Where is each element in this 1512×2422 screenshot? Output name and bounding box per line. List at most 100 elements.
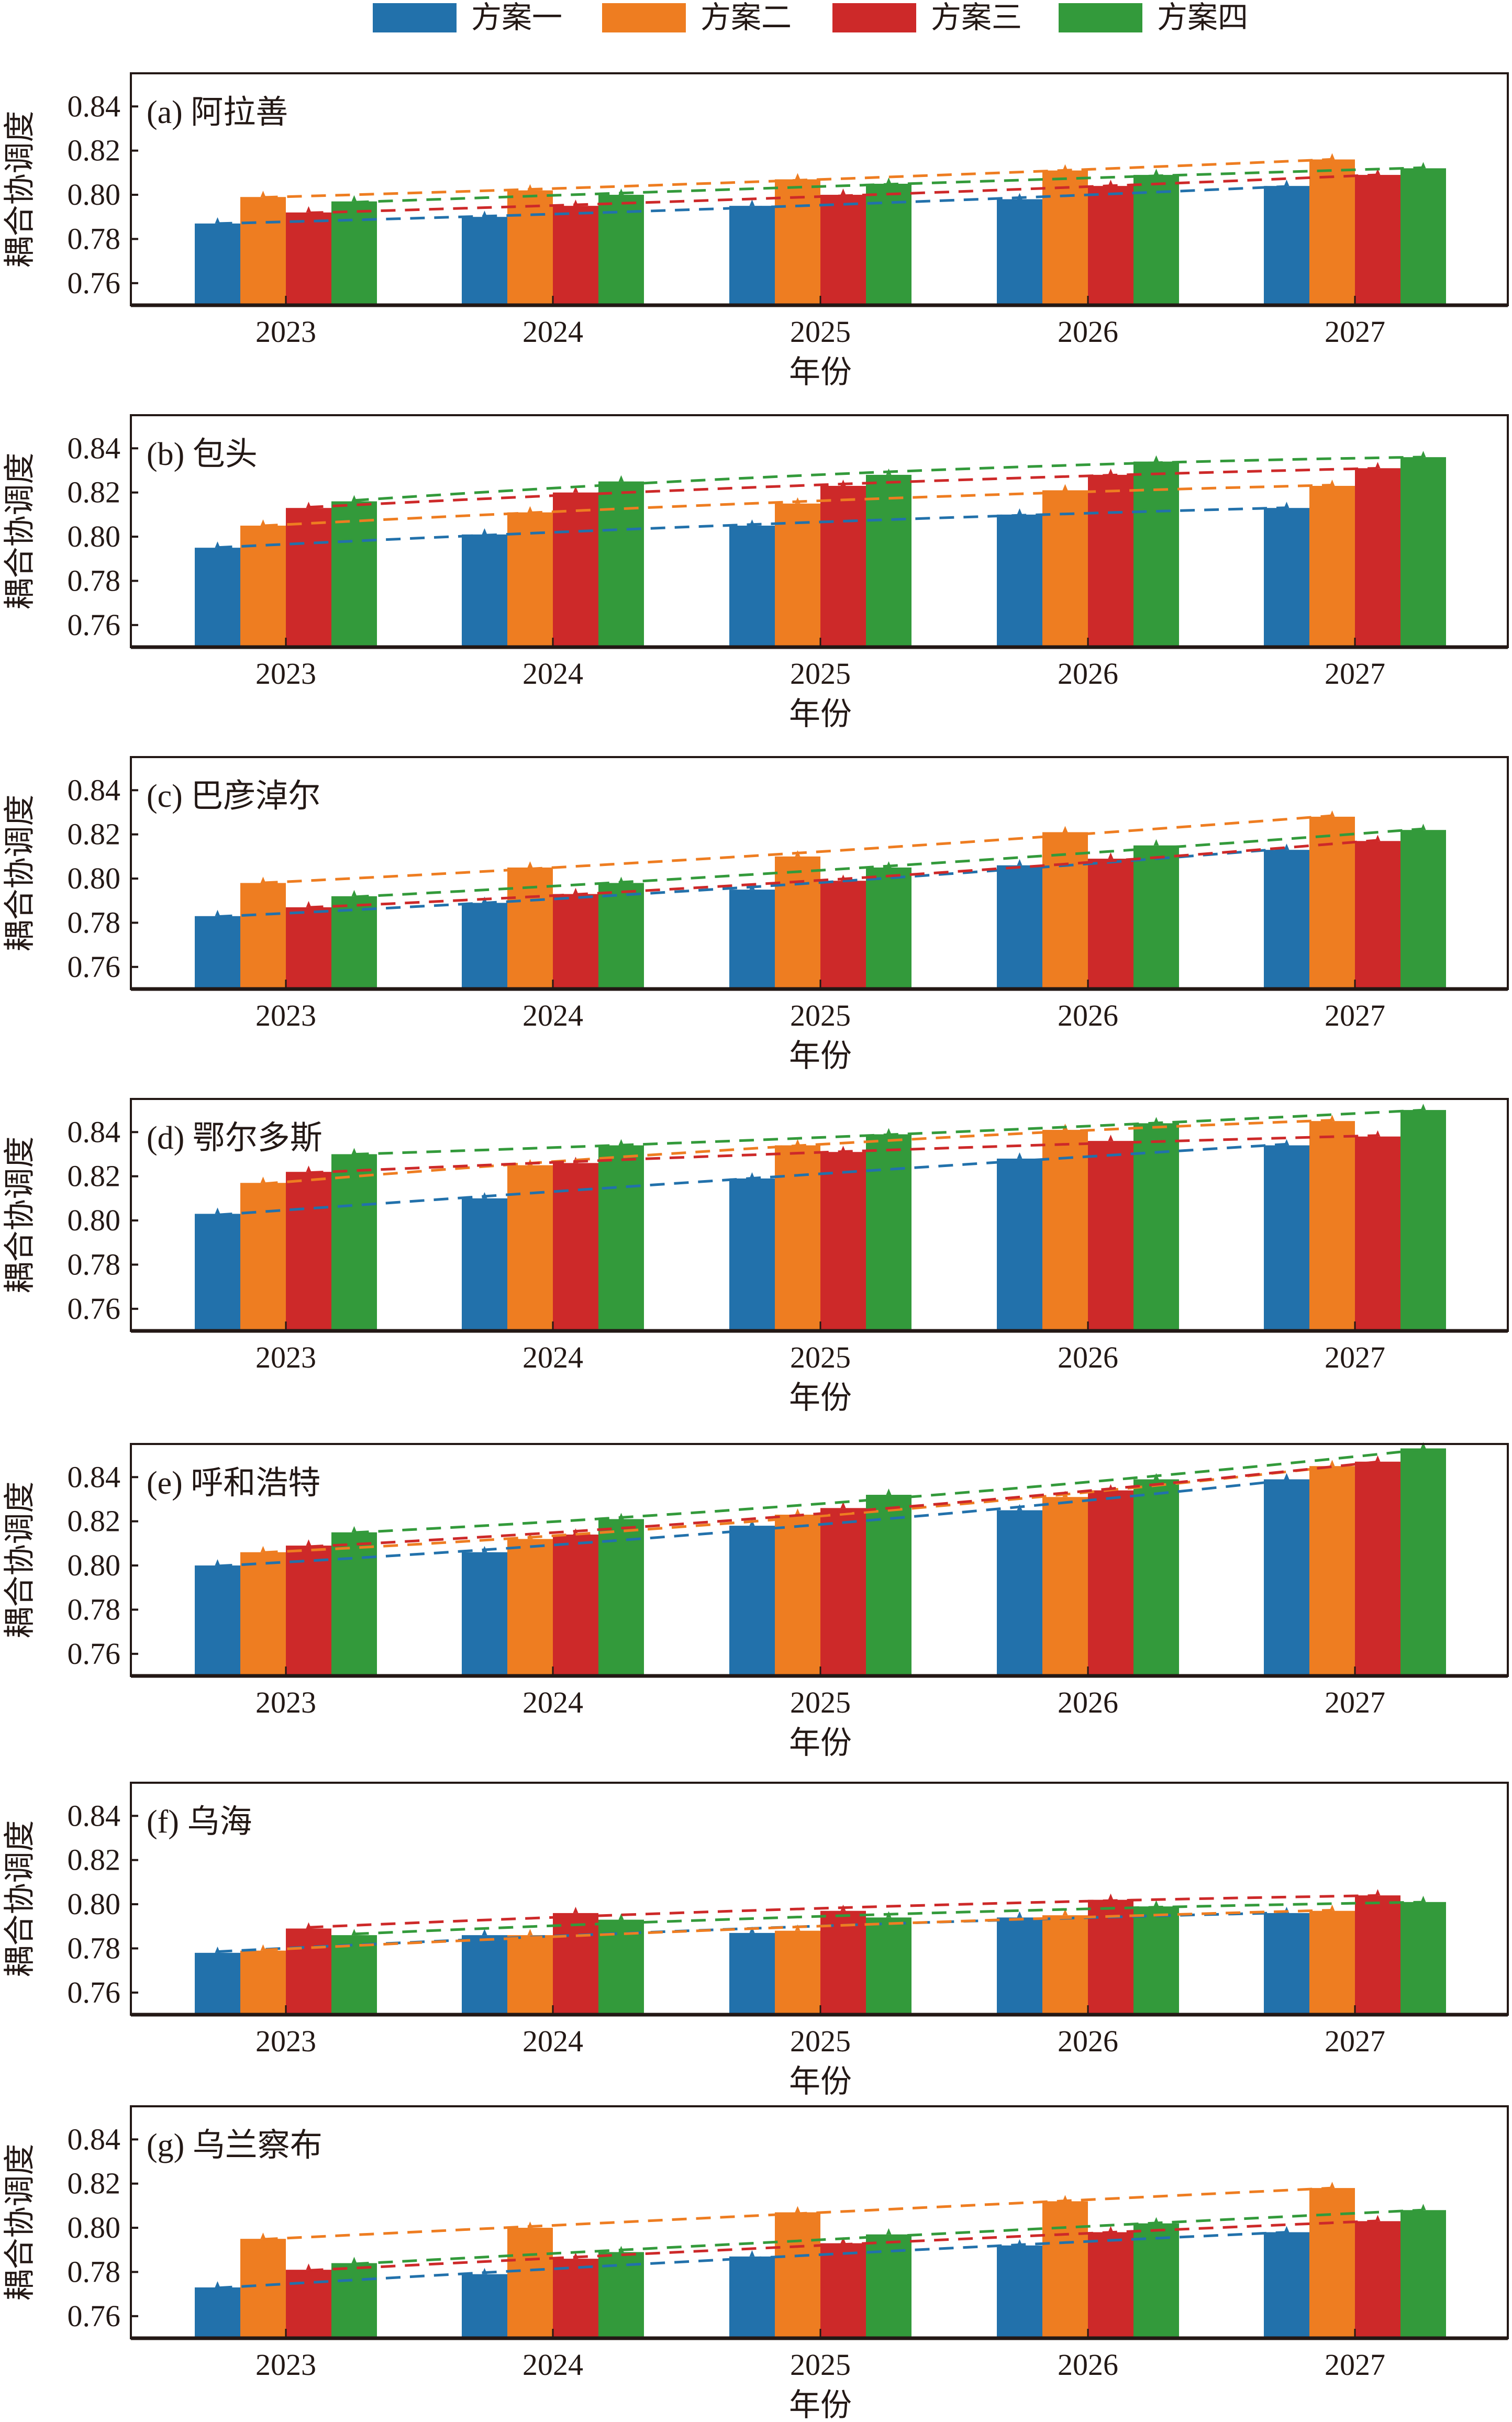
panel-e: 0.76 0.78 0.80 0.82 0.84 2023 2024 2025 2026 2027…	[3, 1442, 1509, 1760]
bar-2024-series-1	[462, 534, 507, 647]
x-axis-title: 年份	[789, 355, 852, 390]
y-tick-label: 0.80	[68, 1548, 121, 1582]
bar-2025-series-4	[866, 1917, 911, 2015]
bar-marker	[527, 861, 533, 868]
bar-2026-series-1	[997, 1510, 1042, 1676]
y-tick-label: 0.76	[68, 1637, 121, 1671]
bar-2025-series-2	[775, 1145, 820, 1331]
bar-marker	[1062, 164, 1068, 171]
bar-marker	[886, 1488, 892, 1495]
trendline-series-1	[217, 1479, 1287, 1568]
trendline-series-4	[354, 166, 1424, 204]
bar-2025-series-2	[775, 2212, 820, 2338]
bar-marker	[1329, 153, 1335, 160]
bar-2026-series-3	[1088, 2232, 1133, 2338]
x-tick-label: 2024	[522, 2024, 583, 2058]
bar-2027-series-3	[1355, 175, 1400, 305]
bar-2027-series-4	[1400, 830, 1446, 989]
y-tick-label: 0.78	[68, 563, 121, 597]
bar-2023-series-2	[240, 883, 286, 989]
bar-2026-series-1	[997, 199, 1042, 305]
bar-marker	[1375, 2215, 1381, 2221]
bar-2023-series-1	[195, 1214, 240, 1331]
x-axis-title: 年份	[789, 1381, 852, 1415]
bar-marker	[1375, 462, 1381, 469]
bar-2026-series-4	[1133, 1906, 1179, 2015]
bar-marker	[1420, 1895, 1426, 1902]
x-tick-label: 2023	[255, 2348, 316, 2382]
bar-2025-series-3	[820, 486, 866, 647]
bar-2023-series-1	[195, 548, 240, 647]
bar-marker	[1375, 1889, 1381, 1896]
y-tick-label: 0.80	[68, 2210, 121, 2245]
bar-2025-series-4	[866, 1495, 911, 1676]
bar-2023-series-4	[331, 1532, 377, 1676]
x-tick-label: 2023	[255, 1685, 316, 1719]
x-tick-label: 2026	[1058, 2348, 1118, 2382]
bar-marker	[1329, 1460, 1335, 1466]
bar-2023-series-3	[286, 1546, 331, 1676]
bar-marker	[260, 519, 266, 526]
bar-marker	[351, 1526, 357, 1532]
x-axis-title: 年份	[789, 697, 852, 731]
bar-2027-series-2	[1309, 486, 1355, 647]
bar-2026-series-3	[1088, 1141, 1133, 1331]
bar-marker	[573, 486, 579, 493]
bar-marker	[306, 2263, 312, 2270]
bar-2024-series-4	[598, 1519, 644, 1676]
bar-marker	[749, 2250, 755, 2257]
y-tick-label: 0.78	[68, 2254, 121, 2288]
y-tick-label: 0.82	[68, 1504, 121, 1538]
x-tick-label: 2026	[1058, 657, 1118, 691]
bar-marker	[215, 2281, 220, 2287]
bar-marker	[1153, 455, 1159, 462]
bar-2024-series-1	[462, 1552, 507, 1676]
y-axis-title: 耦合协调度	[3, 1820, 37, 1977]
y-tick-label: 0.82	[68, 817, 121, 851]
panel-b: 0.76 0.78 0.80 0.82 0.84 2023 2024 2025 2026 2027…	[3, 414, 1509, 731]
y-tick-label: 0.84	[68, 2122, 121, 2156]
bar-2023-series-4	[331, 201, 377, 305]
bar-marker	[1420, 2204, 1426, 2210]
bar-2025-series-3	[820, 1910, 866, 2015]
y-tick-label: 0.76	[68, 1975, 121, 2009]
trendline-series-2	[263, 814, 1332, 884]
panel-title: (d) 鄂尔多斯	[147, 1120, 323, 1156]
trendline-series-3	[308, 839, 1378, 909]
x-tick-label: 2027	[1325, 998, 1385, 1032]
bar-2023-series-2	[240, 1950, 286, 2015]
bar-marker	[1284, 2226, 1289, 2232]
bar-marker	[573, 887, 579, 894]
x-tick-label: 2024	[522, 315, 583, 349]
bar-2024-series-1	[462, 217, 507, 305]
bar-marker	[260, 1176, 266, 1183]
bar-marker	[1420, 1442, 1426, 1449]
y-tick-label: 0.78	[68, 1247, 121, 1281]
bar-2023-series-1	[195, 1952, 240, 2015]
bar-marker	[1153, 1900, 1159, 1907]
bar-marker	[1017, 1152, 1022, 1159]
bar-2027-series-1	[1264, 1479, 1309, 1676]
bar-marker	[260, 876, 266, 883]
bar-2025-series-4	[866, 867, 911, 989]
bar-2025-series-2	[775, 1930, 820, 2015]
y-tick-label: 0.76	[68, 1292, 121, 1326]
y-tick-label: 0.82	[68, 2167, 121, 2201]
x-tick-label: 2025	[790, 998, 851, 1032]
x-tick-label: 2023	[255, 657, 316, 691]
bar-2026-series-4	[1133, 1479, 1179, 1676]
bar-2023-series-4	[331, 1154, 377, 1331]
bar-2027-series-1	[1264, 508, 1309, 647]
bar-marker	[215, 217, 220, 224]
bar-marker	[840, 188, 846, 195]
bar-2026-series-3	[1088, 474, 1133, 647]
bar-2023-series-4	[331, 2263, 377, 2338]
bar-2026-series-4	[1133, 845, 1179, 989]
bar-2025-series-1	[729, 1526, 775, 1676]
x-axis-title: 年份	[789, 2064, 852, 2099]
bar-2027-series-4	[1400, 168, 1446, 305]
y-axis-title: 耦合协调度	[3, 453, 37, 610]
y-tick-label: 0.82	[68, 1843, 121, 1877]
panel-title: (a) 阿拉善	[147, 95, 288, 130]
x-tick-label: 2025	[790, 315, 851, 349]
